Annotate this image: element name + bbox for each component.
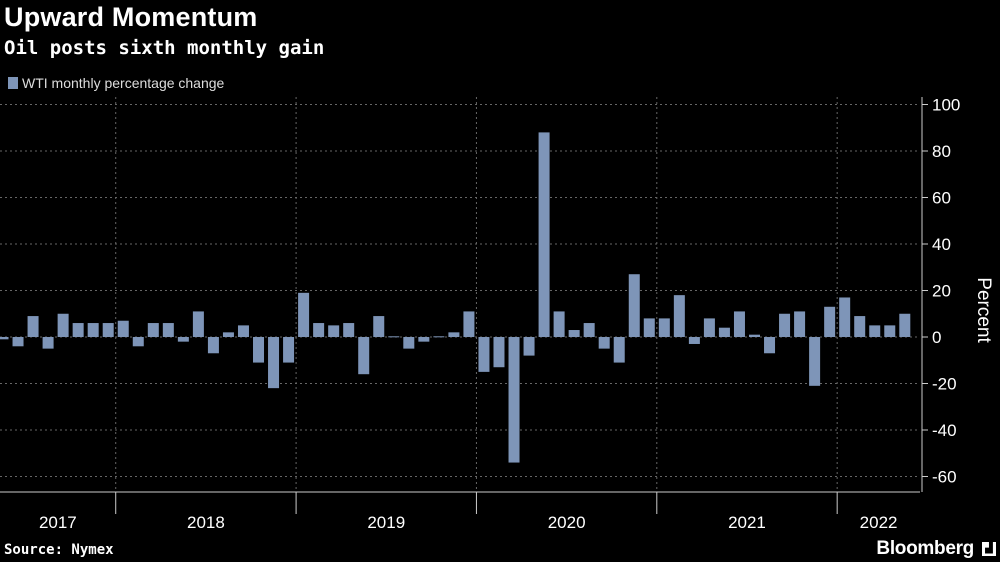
x-tick-label: 2018 xyxy=(187,513,225,532)
x-tick-label: 2019 xyxy=(367,513,405,532)
bar xyxy=(207,337,219,354)
bar xyxy=(553,311,565,337)
bar xyxy=(869,325,881,337)
bar xyxy=(117,320,129,337)
bar xyxy=(12,337,24,347)
bar xyxy=(388,336,400,338)
bar xyxy=(313,323,325,337)
bar xyxy=(57,313,69,337)
bar xyxy=(358,337,370,375)
bar xyxy=(688,337,700,344)
bar xyxy=(733,311,745,337)
bar xyxy=(854,316,866,337)
bar xyxy=(448,332,460,337)
y-tick-label: -20 xyxy=(932,375,957,394)
y-tick-label: 20 xyxy=(932,282,951,301)
x-tick-label: 2017 xyxy=(39,513,77,532)
bar xyxy=(0,337,9,340)
bar xyxy=(268,337,280,389)
bar xyxy=(87,323,99,337)
y-axis-label: Percent xyxy=(973,277,994,343)
chart-subtitle: Oil posts sixth monthly gain xyxy=(4,37,325,59)
bar xyxy=(824,306,836,337)
bar xyxy=(42,337,54,349)
y-tick-label: -40 xyxy=(932,421,957,440)
bar xyxy=(237,325,249,337)
bar xyxy=(192,311,204,337)
bar xyxy=(779,313,791,337)
bar xyxy=(27,316,39,337)
bar xyxy=(538,132,550,337)
bar xyxy=(718,327,730,337)
bar xyxy=(673,295,685,337)
source-note: Source: Nymex xyxy=(4,542,114,558)
bar xyxy=(598,337,610,349)
y-tick-label: 60 xyxy=(932,189,951,208)
bar xyxy=(493,337,505,368)
y-tick-label: 0 xyxy=(932,328,941,347)
bar xyxy=(478,337,490,372)
x-tick-label: 2021 xyxy=(728,513,766,532)
bar xyxy=(253,337,265,363)
bar xyxy=(162,323,174,337)
brand-logo: Bloomberg xyxy=(876,538,974,559)
x-tick-label: 2022 xyxy=(860,513,898,532)
legend-label: WTI monthly percentage change xyxy=(22,75,225,91)
bar xyxy=(658,318,670,337)
bar xyxy=(749,334,760,337)
bar xyxy=(583,323,595,337)
bar xyxy=(884,325,896,337)
bar xyxy=(328,325,340,337)
bar xyxy=(899,313,911,337)
bar xyxy=(177,337,189,342)
bar xyxy=(568,330,580,337)
bar xyxy=(508,337,520,463)
bar xyxy=(343,323,355,337)
bar xyxy=(628,274,640,337)
bar xyxy=(373,316,385,337)
chart-title: Upward Momentum xyxy=(4,2,258,32)
legend-swatch xyxy=(8,77,18,89)
bar xyxy=(298,292,310,337)
bar xyxy=(418,337,430,342)
bar xyxy=(809,337,821,386)
bloomberg-mark-icon: ▟ xyxy=(982,542,996,556)
bar xyxy=(433,336,445,338)
bar xyxy=(132,337,144,347)
bar xyxy=(222,332,234,337)
bar xyxy=(283,337,295,363)
bar xyxy=(703,318,715,337)
bar xyxy=(613,337,625,363)
bar xyxy=(764,337,776,354)
bar xyxy=(72,323,84,337)
bar xyxy=(643,318,655,337)
bar xyxy=(102,323,114,337)
bar xyxy=(463,311,475,337)
y-tick-label: 100 xyxy=(932,96,960,115)
legend: WTI monthly percentage change xyxy=(8,75,224,91)
y-tick-label: -60 xyxy=(932,468,957,487)
bar xyxy=(147,323,159,337)
y-tick-label: 80 xyxy=(932,142,951,161)
bar xyxy=(403,337,415,349)
y-tick-label: 40 xyxy=(932,235,951,254)
x-tick-label: 2020 xyxy=(548,513,586,532)
bar xyxy=(523,337,535,356)
bar xyxy=(839,297,851,337)
bar xyxy=(794,311,806,337)
